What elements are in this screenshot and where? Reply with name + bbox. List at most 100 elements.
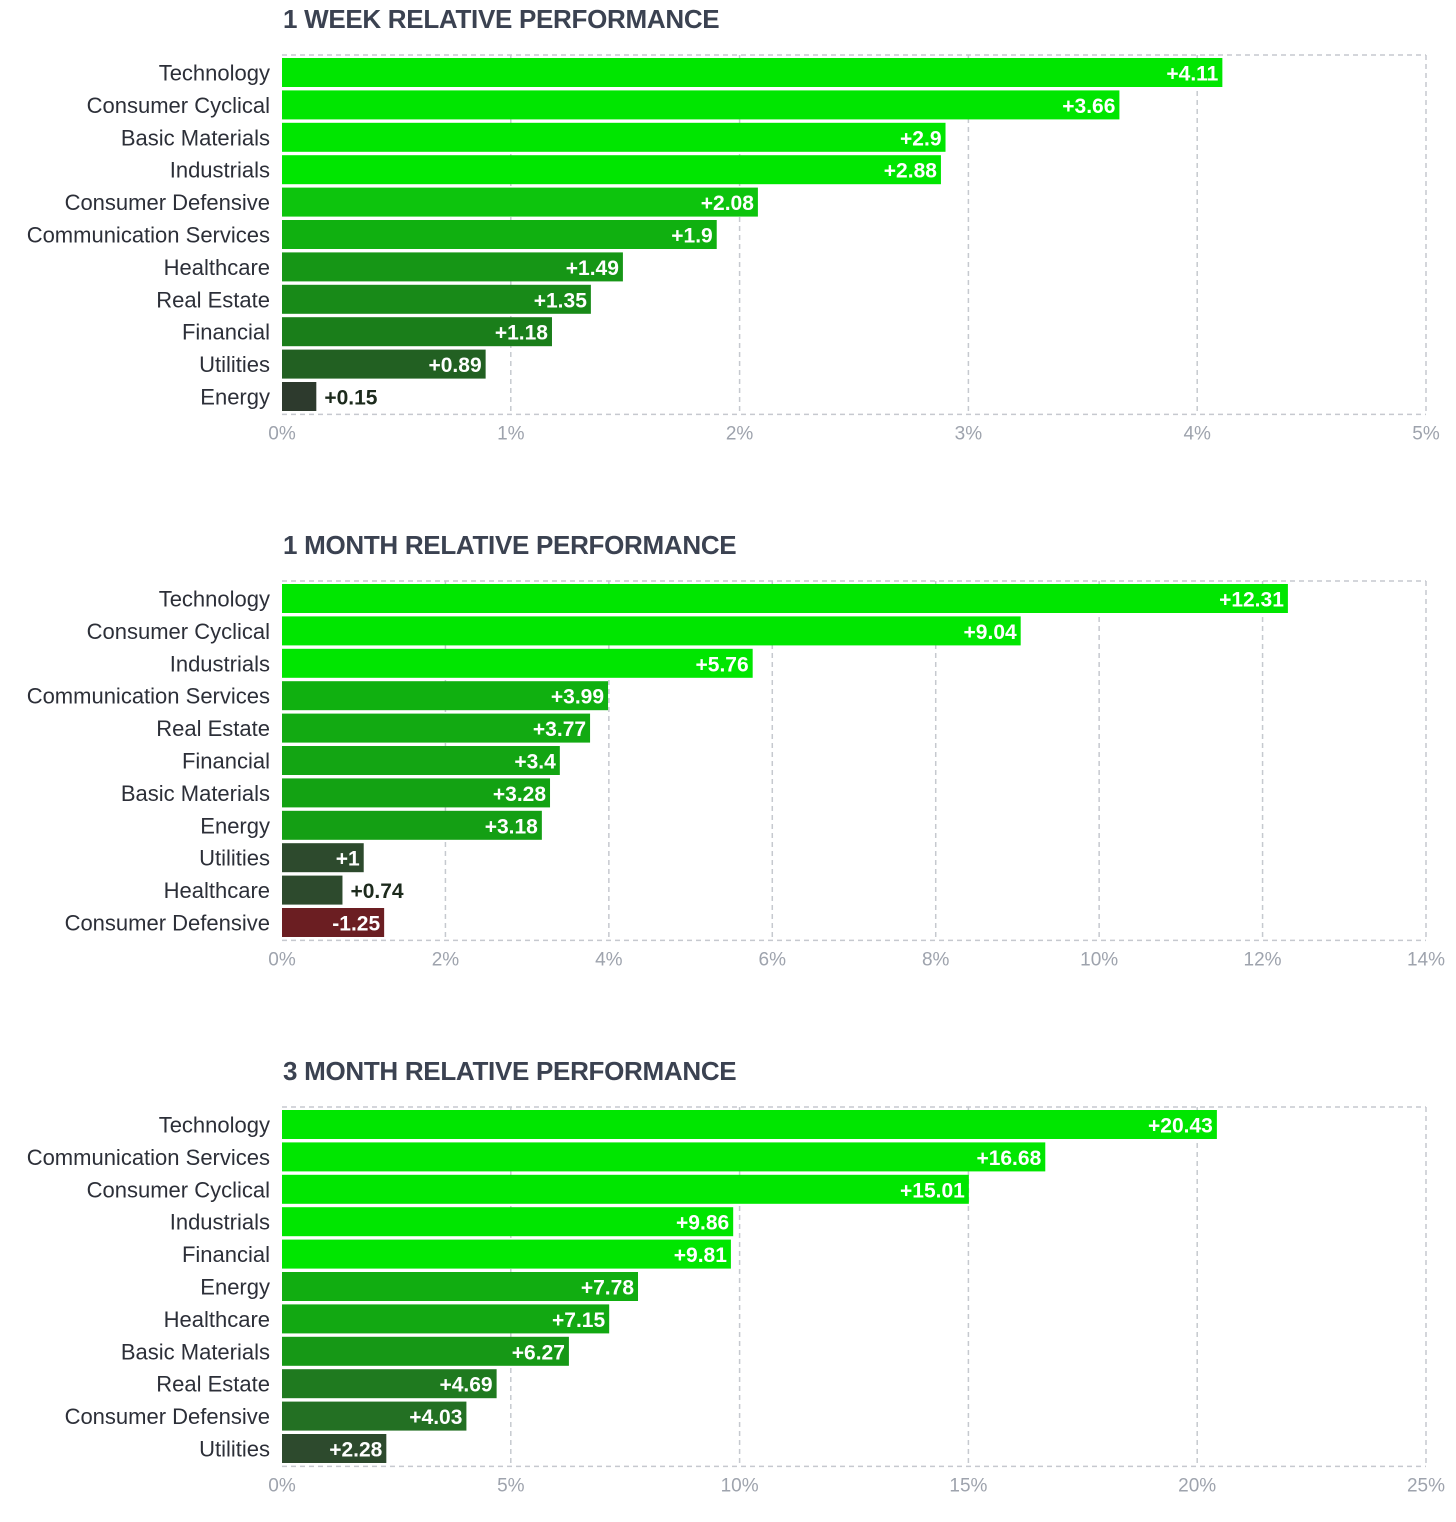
value-label: +9.86 (676, 1212, 729, 1235)
x-tick-label: 5% (1412, 423, 1440, 444)
bar (282, 1401, 467, 1431)
category-label: Consumer Cyclical (87, 93, 270, 118)
chart-title: 1 WEEK RELATIVE PERFORMANCE (283, 4, 720, 34)
x-tick-label: 12% (1244, 949, 1282, 970)
bar (282, 648, 753, 678)
x-tick-label: 2% (726, 423, 754, 444)
category-label: Basic Materials (121, 1339, 270, 1364)
category-label: Technology (159, 61, 270, 86)
category-label: Energy (200, 385, 270, 410)
value-label: +9.81 (674, 1244, 727, 1267)
x-tick-label: 0% (268, 1475, 296, 1496)
value-label: +20.43 (1148, 1115, 1213, 1138)
value-label: +1.35 (534, 289, 587, 312)
value-label: +5.76 (696, 653, 749, 676)
category-label: Technology (159, 587, 270, 612)
bar (282, 713, 591, 743)
x-tick-label: 2% (432, 949, 460, 970)
value-label: +16.68 (976, 1147, 1041, 1170)
bar-chart-plot: 0% 1% 2% 3% 4% 5% Technology +4.11 Consumer Cycl… (27, 54, 1440, 444)
value-label: +3.99 (551, 686, 604, 709)
x-tick-label: 6% (759, 949, 787, 970)
category-label: Consumer Defensive (65, 190, 270, 215)
category-label: Financial (182, 1242, 270, 1267)
category-label: Real Estate (156, 1372, 270, 1397)
bar-chart-plot: 0% 2% 4% 6% 8% 10% 12% 14% Technology +12.31 Consu… (27, 580, 1445, 970)
category-label: Energy (200, 1275, 270, 1300)
category-label: Energy (200, 813, 270, 838)
chart-panel-1-month: 1 MONTH RELATIVE PERFORMANCE 0% 2% 4% 6% 8% 1… (0, 526, 1456, 996)
bar (282, 284, 591, 314)
value-label: +2.08 (701, 192, 754, 215)
bar (282, 220, 717, 249)
chart-title: 3 MONTH RELATIVE PERFORMANCE (283, 1056, 737, 1086)
category-label: Utilities (199, 352, 270, 377)
value-label: +2.9 (900, 127, 941, 150)
category-label: Industrials (170, 1210, 270, 1235)
value-label: +7.78 (581, 1277, 634, 1300)
category-label: Healthcare (164, 1307, 270, 1332)
x-tick-label: 8% (922, 949, 950, 970)
category-label: Utilities (199, 1437, 270, 1462)
value-label: +4.69 (439, 1374, 492, 1397)
value-label: +9.04 (964, 621, 1017, 644)
value-label: +15.01 (900, 1179, 965, 1202)
value-label: +12.31 (1219, 589, 1284, 612)
bar (282, 1174, 969, 1204)
x-tick-label: 10% (721, 1475, 759, 1496)
x-tick-label: 14% (1407, 949, 1445, 970)
bar (282, 875, 343, 905)
category-label: Utilities (199, 846, 270, 871)
category-label: Healthcare (164, 255, 270, 280)
bar (282, 908, 385, 937)
bar (282, 1207, 734, 1237)
bar (282, 317, 552, 347)
bar (282, 1110, 1217, 1139)
value-label: +2.28 (329, 1439, 382, 1462)
value-label: +3.28 (493, 783, 546, 806)
bar (282, 1434, 387, 1463)
value-label: +4.11 (1166, 63, 1218, 86)
bar (282, 349, 486, 379)
x-tick-label: 0% (268, 949, 296, 970)
x-tick-label: 4% (595, 949, 623, 970)
category-label: Consumer Defensive (65, 911, 270, 936)
x-tick-label: 10% (1080, 949, 1118, 970)
category-label: Communication Services (27, 684, 270, 709)
x-tick-label: 25% (1407, 1475, 1445, 1496)
bar-chart-plot: 0% 5% 10% 15% 20% 25% Technology +20.43 Communic… (27, 1106, 1445, 1496)
category-label: Communication Services (27, 223, 270, 248)
bar (282, 90, 1120, 120)
value-label: +3.77 (533, 718, 586, 741)
value-label: +6.27 (512, 1341, 565, 1364)
x-tick-label: 15% (949, 1475, 987, 1496)
category-label: Technology (159, 1113, 270, 1138)
x-tick-label: 20% (1178, 1475, 1216, 1496)
category-label: Real Estate (156, 287, 270, 312)
value-label: +4.03 (409, 1406, 462, 1429)
bar (282, 1272, 639, 1301)
bar (282, 843, 364, 873)
value-label: +7.15 (552, 1309, 605, 1332)
value-label: +0.74 (350, 880, 403, 903)
category-label: Financial (182, 749, 270, 774)
bar (282, 382, 317, 411)
value-label: +1 (336, 848, 360, 871)
bar (282, 616, 1021, 646)
bar (282, 1304, 610, 1334)
category-label: Healthcare (164, 878, 270, 903)
bar (282, 810, 542, 840)
value-label: +1.18 (495, 322, 548, 345)
category-label: Industrials (170, 158, 270, 183)
category-label: Basic Materials (121, 125, 270, 150)
x-tick-label: 3% (955, 423, 983, 444)
value-label: +3.18 (485, 815, 538, 838)
value-label: +2.88 (884, 160, 937, 183)
category-label: Consumer Cyclical (87, 619, 270, 644)
bar (282, 252, 623, 282)
bar (282, 746, 560, 775)
x-tick-label: 4% (1183, 423, 1211, 444)
bar (282, 1336, 569, 1366)
bar (282, 778, 551, 808)
chart-panel-3-month: 3 MONTH RELATIVE PERFORMANCE 0% 5% 10% 15% 2… (0, 1052, 1456, 1522)
